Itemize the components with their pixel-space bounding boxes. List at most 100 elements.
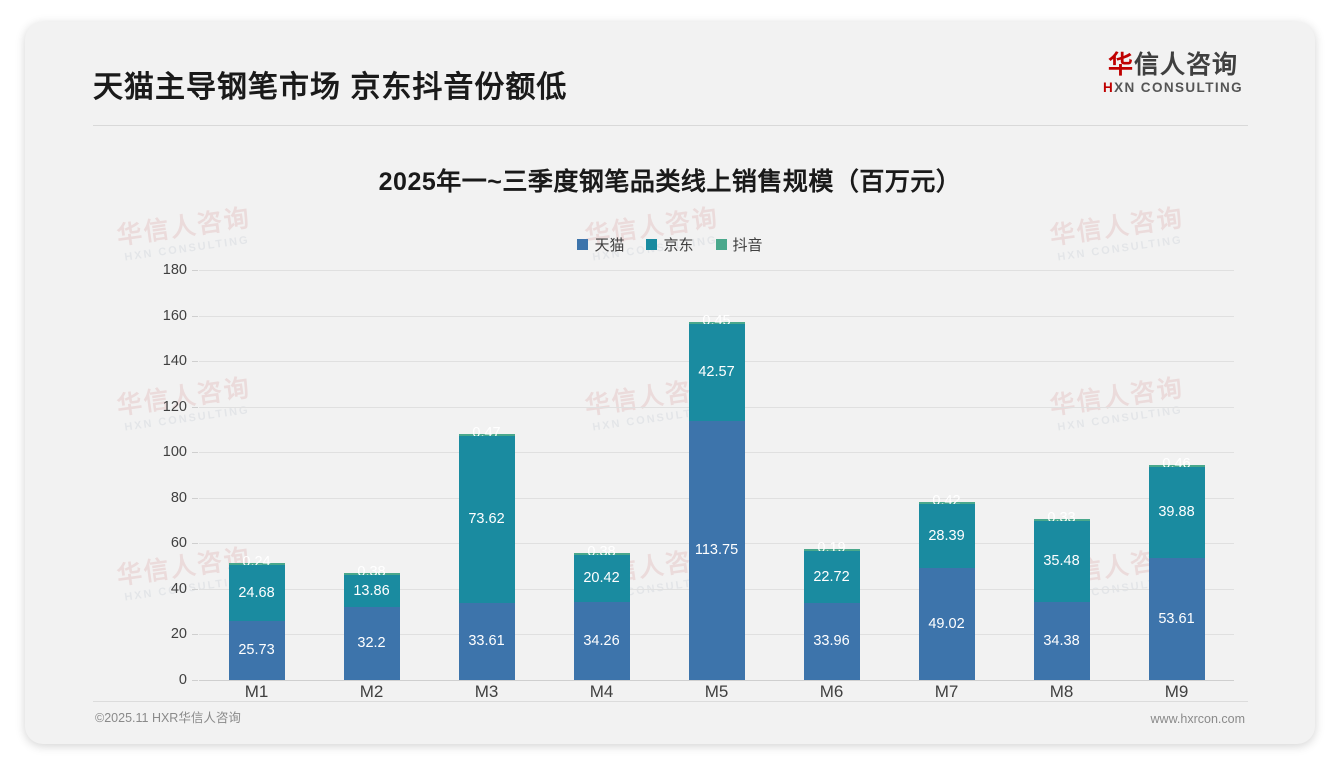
- bar-segment-天猫[interactable]: 33.61: [458, 603, 515, 680]
- bar-segment-京东[interactable]: 20.42: [573, 555, 630, 602]
- y-axis-tick-label: 120: [162, 398, 187, 415]
- bar-stack: 0.47 73.62 33.61: [458, 426, 515, 680]
- bar-value-label: 34.26: [583, 632, 620, 649]
- bar-group-M6[interactable]: 0.19 22.72 33.96: [774, 270, 889, 680]
- bar-value-label: 34.38: [1043, 632, 1080, 649]
- bar-segment-天猫[interactable]: 33.96: [803, 602, 860, 680]
- y-axis-tick-label: 80: [170, 489, 187, 506]
- bar-group-M7[interactable]: 0.42 28.39 49.02: [889, 270, 1004, 680]
- bar-group-M4[interactable]: 0.38 20.42 34.26: [544, 270, 659, 680]
- y-tick-mark: [192, 452, 198, 454]
- legend-label: 天猫: [594, 237, 625, 254]
- bar-value-label: 22.72: [813, 568, 850, 585]
- bar-segment-京东[interactable]: 35.48: [1033, 520, 1090, 602]
- bar-segment-天猫[interactable]: 25.73: [228, 621, 285, 680]
- bar-stack: 0.33 35.48 34.38: [1033, 511, 1090, 680]
- slide: 华信人咨询 HXN CONSULTING 华信人咨询 HXN CONSULTIN…: [25, 22, 1315, 744]
- x-axis-label: M3: [474, 682, 499, 701]
- logo-en-accent-char: H: [1102, 80, 1115, 96]
- legend-swatch-icon: [577, 239, 589, 250]
- bar-value-label: 35.48: [1043, 553, 1080, 570]
- y-tick-mark: [192, 361, 198, 363]
- bar-group-M5[interactable]: 0.45 42.57 113.75: [659, 270, 774, 680]
- y-axis-tick-label: 140: [162, 353, 187, 370]
- y-axis-tick-label: 20: [170, 626, 187, 643]
- legend-label: 抖音: [732, 237, 763, 254]
- bar-segment-天猫[interactable]: 113.75: [688, 420, 745, 680]
- bar-group-M3[interactable]: 0.47 73.62 33.61: [429, 270, 544, 680]
- bar-value-label: 28.39: [928, 527, 965, 544]
- y-axis-tick-label: 0: [178, 672, 187, 688]
- bar-stack: 0.38 13.86 32.2: [343, 565, 400, 680]
- bar-value-label: 113.75: [694, 542, 739, 559]
- company-logo: 华信人咨询 HXN CONSULTING: [1093, 52, 1253, 95]
- bar-value-label: 39.88: [1158, 504, 1195, 521]
- bar-value-label: 32.2: [357, 635, 386, 652]
- bar-stack: 0.38 20.42 34.26: [573, 545, 630, 680]
- bar-value-label: 49.02: [928, 615, 965, 632]
- bar-value-label: 24.68: [238, 585, 275, 602]
- logo-english-name: HXN CONSULTING: [1093, 80, 1253, 95]
- legend-item-抖音[interactable]: 抖音: [715, 234, 763, 255]
- legend-item-天猫[interactable]: 天猫: [577, 234, 624, 255]
- bar-segment-京东[interactable]: 28.39: [918, 503, 975, 569]
- x-axis-label: M9: [1164, 682, 1189, 701]
- bar-value-label: 33.96: [813, 633, 850, 650]
- bar-segment-京东[interactable]: 39.88: [1148, 467, 1205, 558]
- bar-value-label: 33.61: [468, 633, 505, 650]
- bar-value-label: 73.62: [468, 511, 505, 528]
- bar-stack: 0.19 22.72 33.96: [803, 541, 860, 680]
- bar-value-label: 13.86: [353, 582, 390, 599]
- chart-x-axis-labels: M1 M2 M3 M4 M5 M6 M7 M8 M9: [199, 682, 1234, 702]
- bar-group-M2[interactable]: 0.38 13.86 32.2: [314, 270, 429, 680]
- gridline: [199, 680, 1234, 681]
- slide-header: 天猫主导钢笔市场 京东抖音份额低 华信人咨询 HXN CONSULTING: [25, 22, 1315, 128]
- x-axis-label: M5: [704, 682, 729, 701]
- bar-segment-京东[interactable]: 73.62: [458, 435, 515, 604]
- x-axis-label: M7: [934, 682, 959, 701]
- bar-segment-京东[interactable]: 42.57: [688, 323, 745, 421]
- y-tick-mark: [192, 406, 198, 408]
- y-axis-tick-label: 40: [170, 580, 187, 597]
- chart-title: 2025年一~三季度钢笔品类线上销售规模（百万元）: [378, 168, 962, 196]
- y-tick-mark: [192, 270, 198, 271]
- x-axis-label: M6: [819, 682, 844, 701]
- bar-segment-天猫[interactable]: 34.26: [573, 601, 630, 680]
- bar-segment-京东[interactable]: 22.72: [803, 550, 860, 603]
- gridline: [199, 315, 1234, 317]
- bar-value-label: 25.73: [238, 642, 275, 659]
- y-tick-mark: [192, 497, 198, 499]
- footer-copyright: ©2025.11 HXR华信人咨询: [95, 711, 241, 725]
- logo-cn-rest: 信人咨询: [1134, 51, 1239, 79]
- bar-stack: 0.46 39.88 53.61: [1148, 457, 1205, 680]
- y-tick-mark: [192, 543, 198, 545]
- bar-segment-天猫[interactable]: 34.38: [1033, 601, 1090, 680]
- bar-value-label: 53.61: [1158, 610, 1195, 627]
- bar-group-M8[interactable]: 0.33 35.48 34.38: [1004, 270, 1119, 680]
- bar-segment-京东[interactable]: 13.86: [343, 575, 400, 607]
- bar-group-M1[interactable]: 0.24 24.68 25.73: [199, 270, 314, 680]
- y-axis-tick-label: 60: [170, 535, 187, 552]
- chart-plot-area: 180 160 140 120 100 80 60 40 20 0 0.24 24.68 25.73 0…: [131, 262, 1241, 701]
- chart-legend: 天猫 京东 抖音: [25, 234, 1315, 255]
- footer-divider: [93, 701, 1248, 702]
- bar-segment-天猫[interactable]: 53.61: [1148, 557, 1205, 680]
- page-title: 天猫主导钢笔市场 京东抖音份额低: [93, 71, 568, 104]
- bar-segment-京东[interactable]: 24.68: [228, 565, 285, 622]
- legend-item-京东[interactable]: 京东: [646, 234, 694, 255]
- footer-website: www.hxrcon.com: [1150, 712, 1245, 726]
- bar-segment-天猫[interactable]: 49.02: [918, 568, 975, 680]
- bar-value-label: 42.57: [698, 364, 735, 381]
- y-axis-tick-label: 160: [162, 307, 187, 324]
- y-tick-mark: [192, 634, 198, 636]
- bar-segment-天猫[interactable]: 32.2: [343, 606, 400, 680]
- bar-stack: 0.42 28.39 49.02: [918, 493, 975, 680]
- y-tick-mark: [192, 588, 198, 590]
- x-axis-label: M2: [359, 682, 384, 701]
- header-divider: [93, 125, 1248, 126]
- legend-swatch-icon: [715, 239, 727, 250]
- logo-cn-accent-char: 华: [1107, 51, 1134, 79]
- bar-group-M9[interactable]: 0.46 39.88 53.61: [1119, 270, 1234, 680]
- y-axis-tick-label: 180: [162, 262, 187, 278]
- y-axis-tick-label: 100: [162, 444, 187, 461]
